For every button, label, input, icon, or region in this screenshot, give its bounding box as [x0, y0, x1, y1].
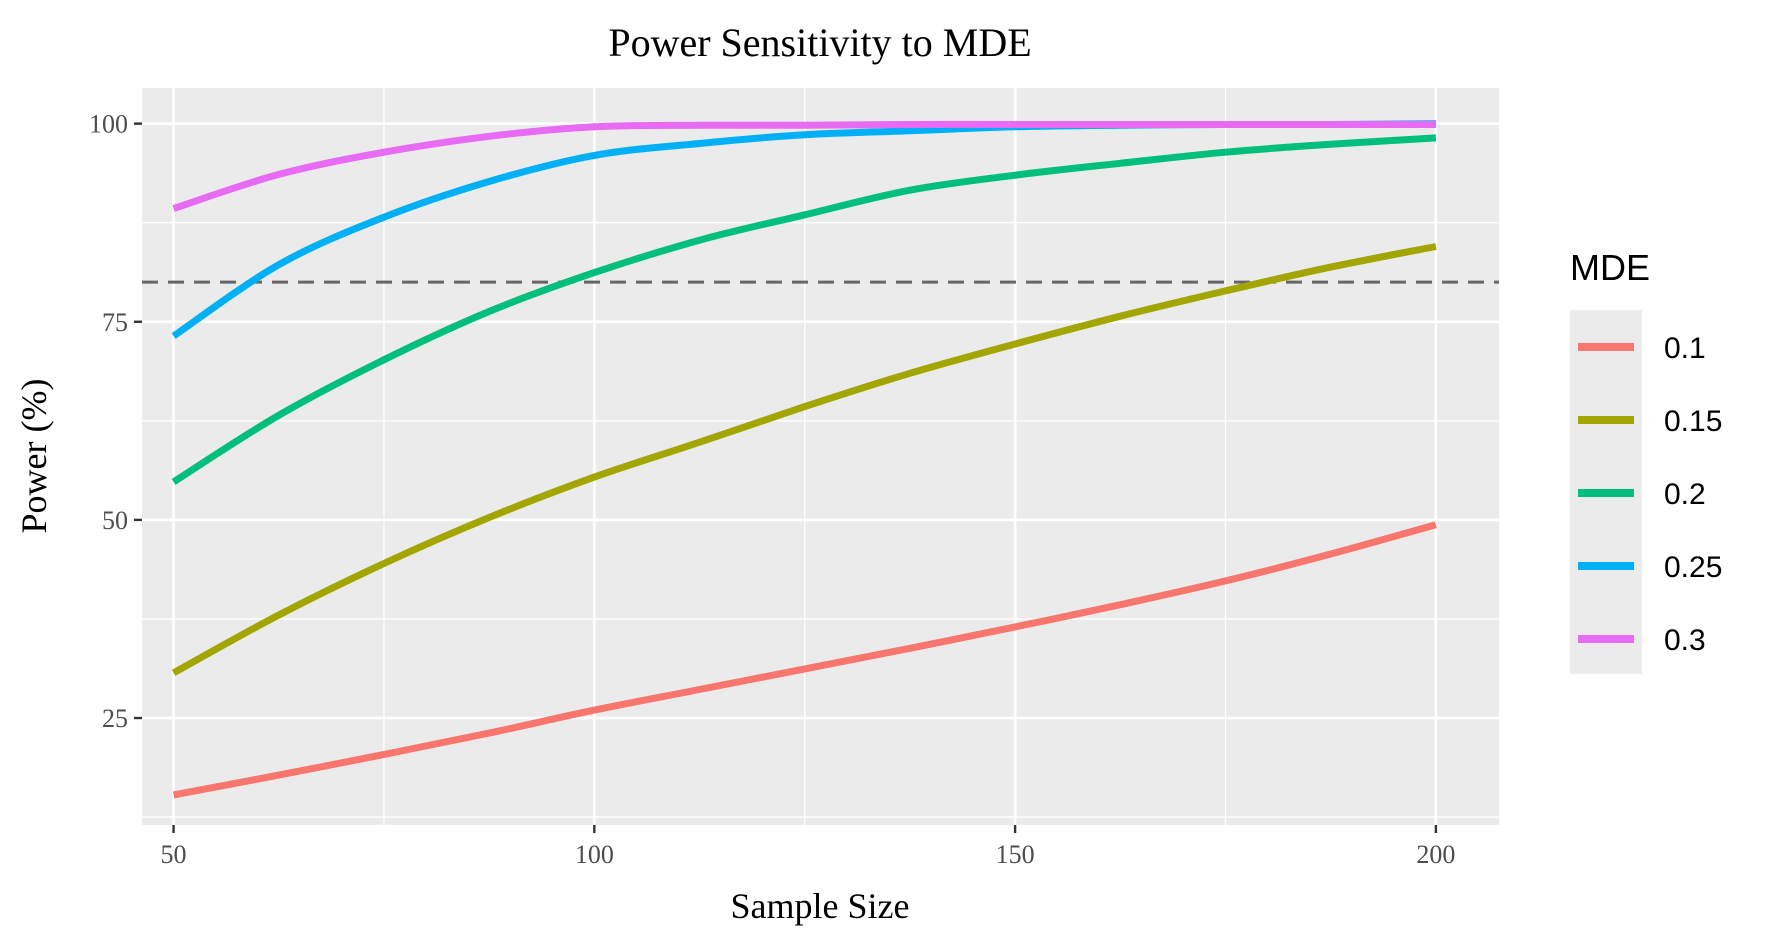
series-line-0-3 — [172, 120, 1436, 212]
chart-title: Power Sensitivity to MDE — [608, 20, 1031, 65]
x-tick-label: 50 — [161, 840, 187, 869]
series-line-0-2 — [171, 134, 1437, 485]
legend-items: 0.1 0.15 0.2 0.25 0.3 — [1578, 332, 1722, 657]
legend-label: 0.1 — [1664, 332, 1706, 365]
y-tick-label: 100 — [89, 110, 128, 139]
x-tick-label: 200 — [1416, 840, 1455, 869]
y-tick-label: 75 — [102, 308, 128, 337]
x-tick-label: 100 — [575, 840, 614, 869]
legend-title: MDE — [1570, 247, 1650, 288]
y-tick-label: 25 — [102, 704, 128, 733]
y-axis-title: Power (%) — [14, 379, 54, 534]
legend-label: 0.15 — [1664, 405, 1722, 438]
series-line-0-15 — [171, 243, 1437, 676]
axes: 25 50 75 100 50 100 150 200 — [89, 110, 1455, 869]
x-tick-label: 150 — [996, 840, 1035, 869]
series-lines — [171, 120, 1437, 799]
plot-panel — [142, 88, 1499, 825]
legend-label: 0.3 — [1664, 624, 1706, 657]
x-axis-title: Sample Size — [731, 886, 910, 926]
legend: MDE 0.1 0.15 0.2 0.25 0.3 — [1570, 247, 1722, 674]
legend-label: 0.2 — [1664, 478, 1706, 511]
legend-label: 0.25 — [1664, 551, 1722, 584]
y-tick-label: 50 — [102, 506, 128, 535]
grid-lines — [142, 88, 1499, 825]
series-line-0-1 — [172, 521, 1437, 799]
